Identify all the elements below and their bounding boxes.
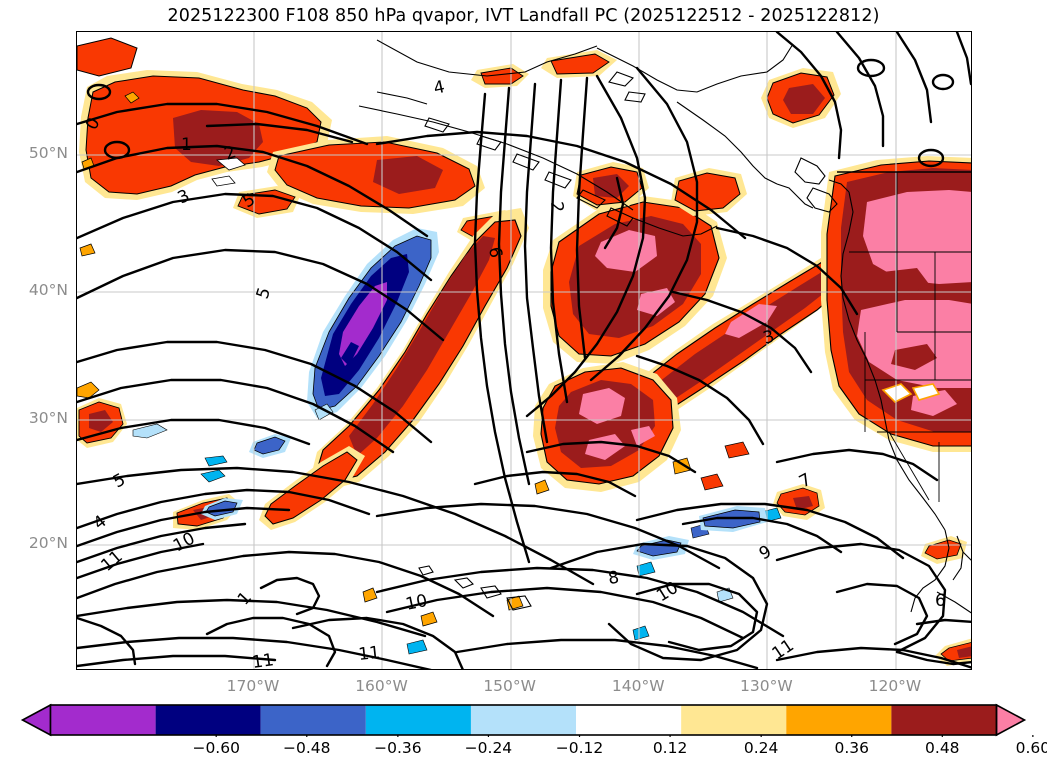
svg-text:6: 6 <box>484 245 506 259</box>
colorbar-extend-min <box>20 703 52 737</box>
map-plot: 0 1 2 4 3 5 2 6 5 3 5 4 7 9 6 10 11 <box>77 32 971 670</box>
x-tick-label-2: 150°W <box>483 677 536 695</box>
svg-text:10: 10 <box>404 591 429 615</box>
colorbar-outline <box>49 704 998 736</box>
svg-text:1: 1 <box>181 135 192 155</box>
x-tick-label-1: 160°W <box>355 677 408 695</box>
colorbar-tick-label-6: 0.24 <box>743 739 779 757</box>
colorbar-segment-5 <box>576 705 682 735</box>
svg-text:2: 2 <box>546 201 567 214</box>
svg-text:3: 3 <box>761 327 777 349</box>
colorbar-tick-label-3: −0.24 <box>464 739 513 757</box>
y-tick-label-1: 40°N <box>28 281 68 300</box>
colorbar-tick-label-2: −0.36 <box>374 739 422 757</box>
colorbar-segment-0 <box>50 705 156 735</box>
colorbar-segment-4 <box>470 705 577 735</box>
x-tick-label-4: 130°W <box>740 677 793 695</box>
colorbar-extend-max <box>995 703 1027 737</box>
map-axes[interactable]: 0 1 2 4 3 5 2 6 5 3 5 4 7 9 6 10 11 <box>76 31 972 670</box>
svg-text:11: 11 <box>251 650 275 670</box>
coastline-layer <box>358 39 971 614</box>
colorbar-tick-label-5: 0.12 <box>652 739 688 757</box>
colorbar[interactable] <box>0 703 1047 737</box>
colorbar-segment-7 <box>786 705 892 735</box>
colorbar-segment-6 <box>681 705 787 735</box>
colorbar-tick-label-9: 0.60 <box>1015 739 1047 757</box>
svg-text:11: 11 <box>357 643 381 665</box>
colorbar-segment-1 <box>155 705 261 735</box>
colorbar-segment-3 <box>365 705 471 735</box>
x-tick-label-3: 140°W <box>611 677 665 695</box>
page-title: 2025122300 F108 850 hPa qvapor, IVT Land… <box>167 6 880 26</box>
colorbar-tick-label-0: −0.60 <box>192 739 240 757</box>
x-tick-label-5: 120°W <box>868 677 922 695</box>
svg-text:4: 4 <box>432 77 447 99</box>
colorbar-tick-label-1: −0.48 <box>283 739 331 757</box>
svg-text:6: 6 <box>935 591 946 611</box>
y-tick-label-2: 30°N <box>28 409 68 428</box>
y-tick-label-0: 50°N <box>28 144 68 162</box>
contour-line-layer <box>77 32 971 669</box>
y-tick-label-3: 20°N <box>28 533 68 552</box>
colorbar-tick-label-4: −0.12 <box>555 739 604 757</box>
svg-text:8: 8 <box>607 568 621 589</box>
colorbar-tick-label-7: 0.36 <box>834 739 869 757</box>
gridlines <box>77 32 971 669</box>
x-tick-label-0: 170°W <box>226 677 280 695</box>
colorbar-tick-label-8: 0.48 <box>925 739 960 757</box>
colorbar-segment-2 <box>260 705 366 735</box>
colorbar-segment-8 <box>891 705 997 735</box>
colorbar-swatches <box>20 703 1034 737</box>
